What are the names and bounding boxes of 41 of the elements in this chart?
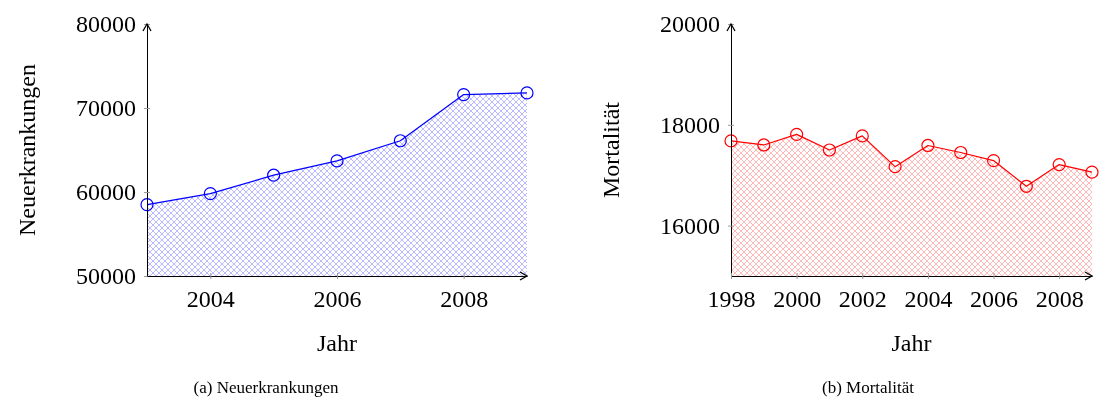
text: (b) Mortalität bbox=[821, 378, 915, 397]
point bbox=[822, 143, 837, 157]
point bbox=[330, 154, 344, 168]
point bbox=[267, 168, 281, 182]
y-tick-label: 20000 bbox=[660, 11, 720, 38]
y-axis-title: Neuerkrankungen bbox=[14, 64, 40, 236]
y-tick-label: 50000 bbox=[76, 263, 136, 290]
x-tick-label: 2002 bbox=[838, 285, 887, 312]
point bbox=[140, 198, 154, 212]
point bbox=[457, 87, 471, 102]
x-axis-title: Jahr bbox=[317, 330, 357, 356]
point bbox=[888, 160, 902, 174]
y-tick-label: 60000 bbox=[76, 179, 136, 206]
point bbox=[393, 134, 407, 148]
point bbox=[1085, 165, 1099, 179]
x-tick-label: 2008 bbox=[440, 285, 489, 312]
point bbox=[757, 138, 771, 152]
y-tick-label: 18000 bbox=[660, 111, 720, 138]
point bbox=[954, 145, 968, 160]
point bbox=[520, 86, 534, 100]
x-tick-label: 2000 bbox=[773, 285, 822, 312]
x-tick-label: 2004 bbox=[186, 285, 235, 312]
point bbox=[921, 138, 935, 153]
y-tick-label: 70000 bbox=[76, 95, 136, 122]
y-tick-label: 16000 bbox=[660, 212, 720, 239]
y-tick-label: 80000 bbox=[76, 11, 136, 38]
y-axis-title: Mortalität bbox=[598, 101, 624, 198]
point bbox=[1052, 158, 1066, 172]
x-tick-label: 2006 bbox=[313, 285, 362, 312]
x-tick-label: 2008 bbox=[1035, 285, 1084, 312]
point bbox=[1019, 179, 1033, 193]
x-tick-label: 1998 bbox=[707, 285, 756, 312]
point bbox=[724, 134, 738, 148]
x-tick-label: 2006 bbox=[970, 285, 1019, 312]
point bbox=[986, 153, 1001, 168]
point bbox=[203, 187, 217, 201]
point bbox=[790, 127, 804, 141]
text: (a) Neuerkrankungen bbox=[193, 378, 339, 397]
x-axis-title: Jahr bbox=[891, 330, 932, 356]
point bbox=[855, 129, 869, 143]
x-tick-label: 2004 bbox=[904, 285, 953, 312]
